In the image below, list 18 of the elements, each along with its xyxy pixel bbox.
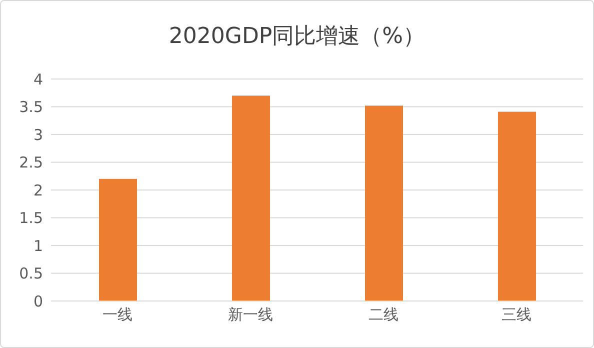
x-tick-label: 三线 [502, 306, 532, 324]
y-tick-label: 2.5 [19, 154, 43, 172]
y-tick-label: 3.5 [19, 98, 43, 116]
y-tick-label: 0.5 [19, 264, 43, 283]
y-tick-label: 4 [33, 70, 43, 88]
y-tick-label: 1 [33, 236, 43, 255]
chart-title: 2020GDP同比增速（%） [168, 23, 426, 51]
bar [365, 106, 403, 301]
x-tick-label: 二线 [368, 306, 398, 324]
bar [498, 112, 536, 301]
x-tick-label: 新一线 [228, 306, 273, 324]
bar [99, 178, 137, 301]
bar [232, 96, 270, 301]
y-tick-label: 2 [33, 181, 43, 200]
x-tick-label: 一线 [102, 306, 132, 324]
y-tick-label: 0 [33, 292, 43, 310]
y-tick-label: 3 [33, 126, 43, 144]
y-tick-label: 1.5 [19, 209, 43, 228]
